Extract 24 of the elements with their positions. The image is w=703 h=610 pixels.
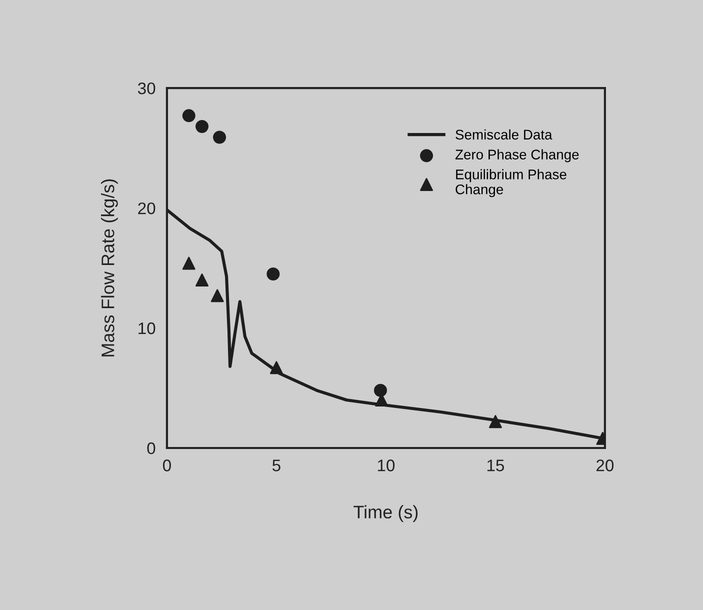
y-tick-label: 0 <box>147 442 156 454</box>
y-tick-label: 20 <box>138 202 156 214</box>
x-tick-label: 0 <box>162 460 171 472</box>
point <box>488 415 502 428</box>
point <box>210 289 224 302</box>
y-axis-title: Mass Flow Rate (kg/s) <box>101 179 118 356</box>
legend-label: Semiscale Data <box>456 129 552 140</box>
point <box>270 361 283 374</box>
point <box>195 120 209 133</box>
y-tick-label: 30 <box>138 82 156 94</box>
x-tick-label: 15 <box>487 460 504 472</box>
x-tick-label: 10 <box>378 460 395 472</box>
point <box>213 130 226 144</box>
point <box>195 274 209 287</box>
point <box>374 384 387 397</box>
legend-label: Equilibrium Phase Change <box>456 169 566 198</box>
x-tick-label: 5 <box>272 460 280 472</box>
point <box>182 109 196 122</box>
y-tick-label: 10 <box>138 322 156 334</box>
x-axis-title: Time (s) <box>354 505 418 522</box>
point <box>182 256 196 270</box>
legend-label: Zero Phase Change <box>455 149 579 162</box>
point <box>266 268 280 281</box>
x-tick-label: 20 <box>596 460 614 472</box>
